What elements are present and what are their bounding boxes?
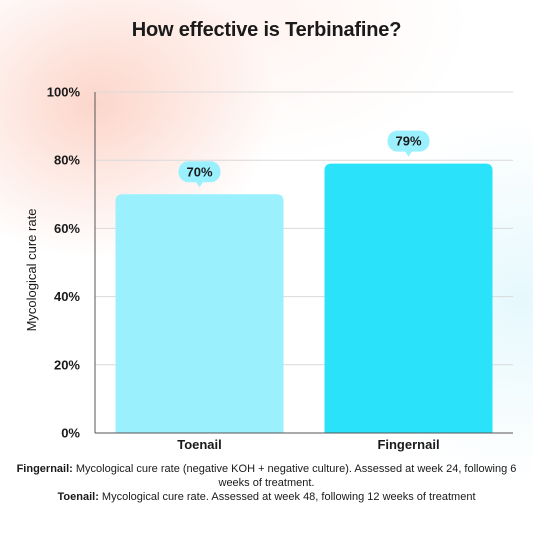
data-label-text: 70% [186,164,212,179]
y-tick-label: 100% [47,85,81,100]
y-tick-label: 60% [54,221,80,236]
y-tick-label: 80% [54,153,80,168]
footnote-toenail: Toenail: Mycological cure rate. Assessed… [0,490,533,504]
bar-fingernail [324,163,493,434]
axes [94,92,513,434]
footnote-fingernail-term: Fingernail: [16,463,73,475]
data-label-pointer [404,150,413,157]
data-label-toenail: 70% [178,161,221,188]
footnote-toenail-term: Toenail: [57,491,99,503]
y-axis-ticks: 0% 20% 40% 60% 80% 100% [47,85,81,441]
footnote-toenail-text: Mycological cure rate. Assessed at week … [101,491,476,503]
x-category-label: Toenail [177,437,222,452]
y-tick-label: 20% [54,357,80,372]
bar-toenail [115,194,284,433]
y-tick-label: 0% [61,426,80,441]
x-category-label: Fingernail [377,437,439,452]
data-labels: 70% 79% [178,130,430,188]
chart-title: How effective is Terbinafine? [131,19,402,41]
x-axis-categories: Toenail Fingernail [177,437,439,452]
data-label-text: 79% [395,134,421,149]
y-tick-label: 40% [54,289,80,304]
footnote-fingernail-text: Mycological cure rate (negative KOH + ne… [75,463,517,489]
data-label-pointer [195,181,204,188]
footnote-fingernail: Fingernail: Mycological cure rate (negat… [0,462,533,490]
y-axis-label: Mycological cure rate [24,209,39,332]
data-label-fingernail: 79% [387,130,430,157]
footnotes: Fingernail: Mycological cure rate (negat… [0,462,533,504]
data-label-bubble [178,161,221,183]
bars [115,163,493,434]
data-label-bubble [387,130,430,152]
